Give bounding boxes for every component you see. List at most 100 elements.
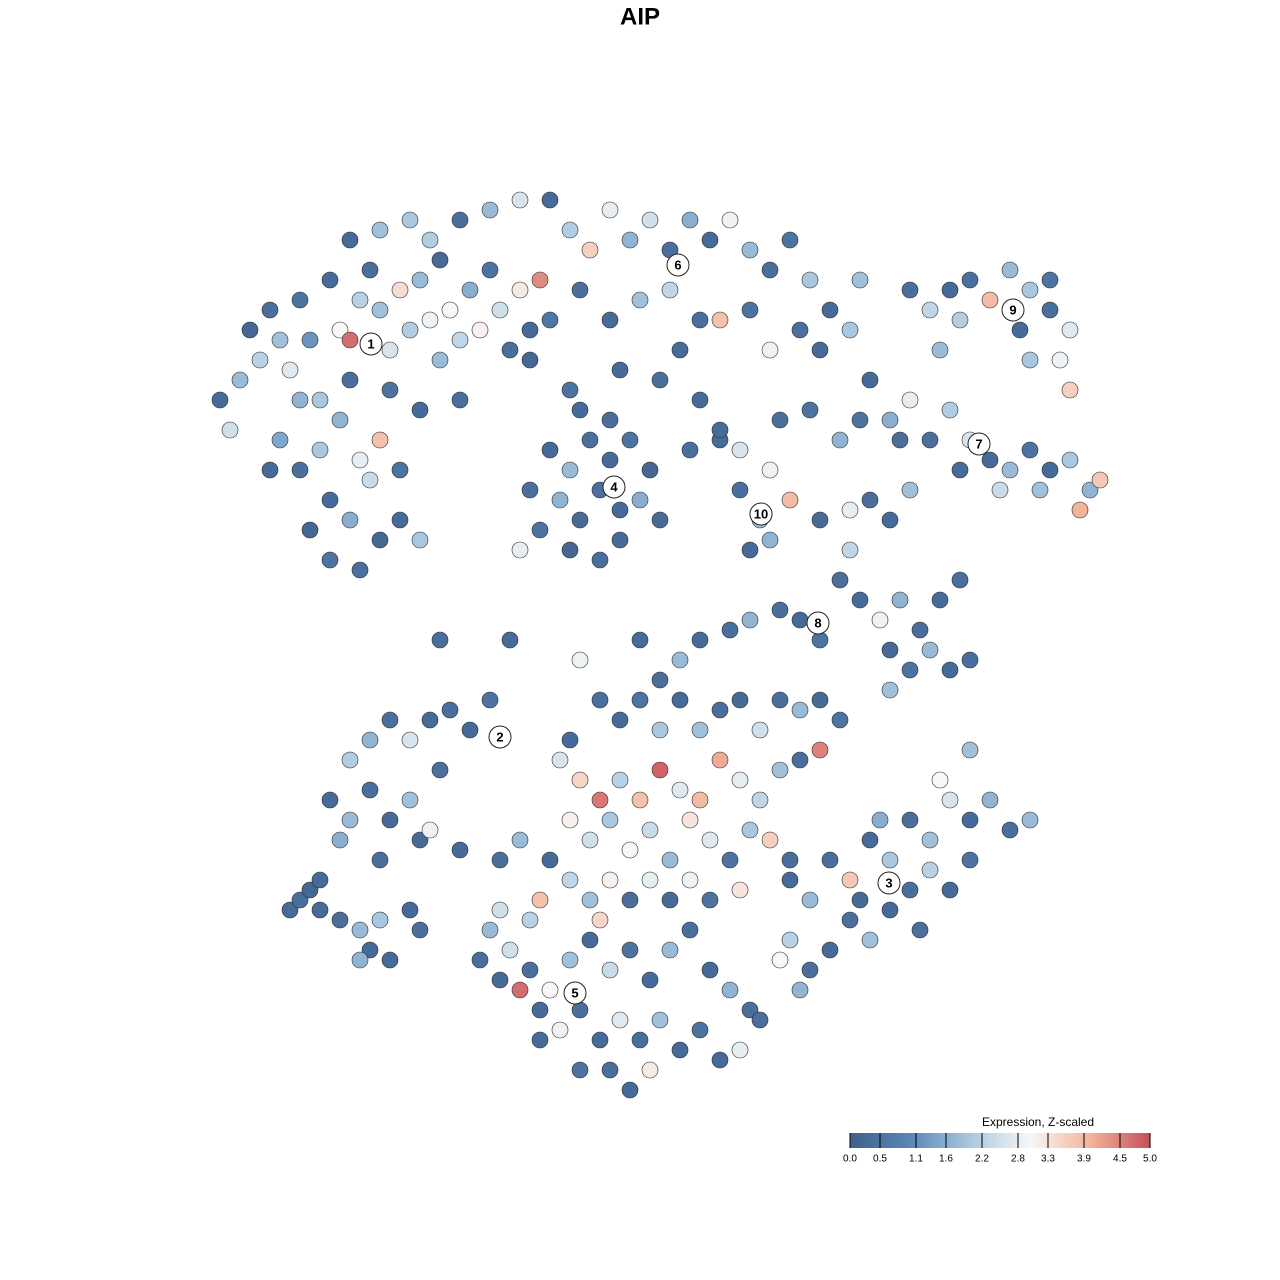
cluster-badge <box>749 502 773 526</box>
point <box>991 481 1009 499</box>
point <box>901 661 919 679</box>
colorbar-tick-label: 1.1 <box>909 1154 923 1165</box>
point <box>1001 821 1019 839</box>
point <box>441 701 459 719</box>
point <box>771 601 789 619</box>
colorbar-tick-label: 2.8 <box>1011 1154 1025 1165</box>
point <box>491 971 509 989</box>
point <box>351 451 369 469</box>
point <box>571 281 589 299</box>
point <box>921 431 939 449</box>
colorbar-tick-label: 0.0 <box>843 1154 857 1165</box>
point <box>801 891 819 909</box>
point <box>641 971 659 989</box>
point <box>921 301 939 319</box>
point <box>661 281 679 299</box>
point <box>361 941 379 959</box>
point <box>711 701 729 719</box>
point <box>701 231 719 249</box>
colorbar-tick-label: 3.3 <box>1041 1154 1055 1165</box>
point <box>911 921 929 939</box>
point <box>941 281 959 299</box>
point <box>941 881 959 899</box>
point <box>401 901 419 919</box>
point <box>291 391 309 409</box>
colorbar-title: Expression, Z-scaled <box>982 1115 1094 1129</box>
point <box>621 891 639 909</box>
point <box>671 341 689 359</box>
point <box>401 211 419 229</box>
point <box>601 311 619 329</box>
point <box>881 511 899 529</box>
point <box>731 441 749 459</box>
point <box>381 341 399 359</box>
point <box>1061 451 1079 469</box>
point <box>341 231 359 249</box>
point <box>771 951 789 969</box>
point <box>561 951 579 969</box>
point <box>491 301 509 319</box>
cluster-badge <box>666 253 690 277</box>
point <box>851 411 869 429</box>
point <box>671 651 689 669</box>
point <box>591 791 609 809</box>
point <box>931 341 949 359</box>
point <box>461 281 479 299</box>
point <box>641 211 659 229</box>
cluster-label: 1 <box>367 336 374 351</box>
point <box>561 731 579 749</box>
point <box>671 781 689 799</box>
point <box>1001 261 1019 279</box>
point <box>441 301 459 319</box>
point <box>461 721 479 739</box>
point <box>1021 441 1039 459</box>
colorbar-tick-label: 3.9 <box>1077 1154 1091 1165</box>
point <box>701 831 719 849</box>
point <box>331 411 349 429</box>
point <box>981 791 999 809</box>
point <box>711 1051 729 1069</box>
point <box>541 981 559 999</box>
point <box>891 431 909 449</box>
point <box>571 1061 589 1079</box>
point <box>601 871 619 889</box>
point <box>601 201 619 219</box>
point <box>521 961 539 979</box>
point <box>661 891 679 909</box>
point <box>1001 461 1019 479</box>
point <box>611 361 629 379</box>
point <box>771 411 789 429</box>
point <box>741 1001 759 1019</box>
point <box>871 611 889 629</box>
point <box>941 791 959 809</box>
point <box>261 301 279 319</box>
point <box>1041 301 1059 319</box>
point <box>781 871 799 889</box>
point <box>561 811 579 829</box>
cluster-label: 9 <box>1009 302 1016 317</box>
point <box>531 521 549 539</box>
point <box>411 531 429 549</box>
point <box>481 921 499 939</box>
point <box>631 291 649 309</box>
point <box>581 241 599 259</box>
point <box>861 931 879 949</box>
point <box>841 541 859 559</box>
point <box>811 631 829 649</box>
point <box>741 301 759 319</box>
point <box>311 391 329 409</box>
point <box>661 851 679 869</box>
point <box>611 711 629 729</box>
point <box>741 821 759 839</box>
point <box>721 851 739 869</box>
point <box>901 811 919 829</box>
point <box>411 921 429 939</box>
point <box>361 781 379 799</box>
point <box>741 541 759 559</box>
point <box>511 191 529 209</box>
point <box>1091 471 1109 489</box>
cluster-label: 2 <box>496 729 503 744</box>
point <box>941 401 959 419</box>
colorbar-ticks: 0.0 0.5 1.1 1.6 2.2 2.8 3.3 3.9 4.5 5.0 <box>843 1133 1157 1165</box>
point <box>901 881 919 899</box>
